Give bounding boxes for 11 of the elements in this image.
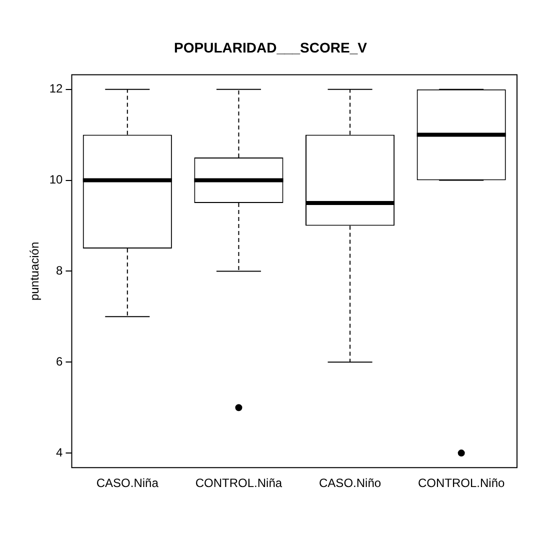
y-tick-label: 8	[56, 264, 64, 278]
y-tick-label: 12	[49, 82, 64, 96]
x-tick-label: CASO.Niña	[96, 476, 159, 490]
y-tick-label: 4	[56, 445, 64, 460]
x-tick-label: CASO.Niño	[319, 476, 382, 490]
y-tick-label: 6	[56, 354, 64, 368]
y-tick-label: 10	[49, 172, 64, 187]
x-tick-label: CONTROL.Niña	[195, 476, 282, 490]
y-axis-title: puntuación	[28, 242, 42, 301]
chart-title: POPULARIDAD___SCORE_V	[174, 39, 368, 56]
x-tick-label: CONTROL.Niño	[418, 476, 506, 490]
